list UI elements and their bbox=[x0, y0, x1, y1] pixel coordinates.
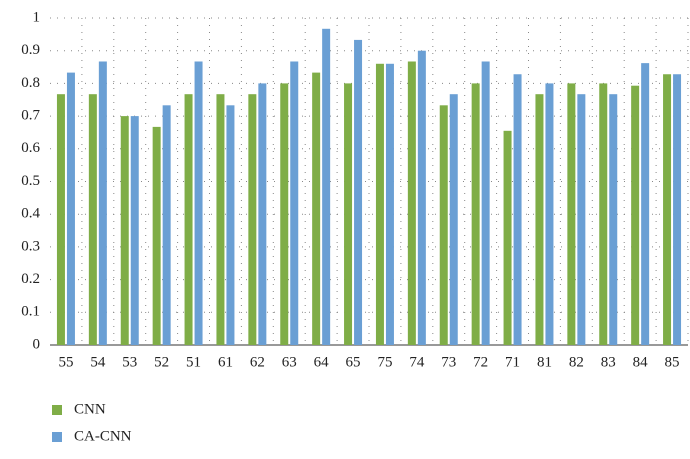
y-tick-label: 0.8 bbox=[21, 75, 40, 91]
bar bbox=[194, 61, 203, 346]
bar bbox=[417, 50, 426, 345]
x-tick-label: 85 bbox=[665, 354, 680, 370]
bar bbox=[280, 83, 289, 346]
y-tick-label: 0.4 bbox=[21, 206, 40, 222]
x-tick-label: 65 bbox=[346, 354, 361, 370]
bar bbox=[385, 63, 394, 345]
bar bbox=[56, 94, 65, 345]
bar bbox=[66, 72, 75, 345]
legend-label: CNN bbox=[74, 401, 106, 417]
bar bbox=[641, 63, 650, 345]
legend-swatch bbox=[52, 405, 62, 415]
bar bbox=[567, 83, 576, 346]
bar bbox=[248, 94, 257, 345]
x-tick-label: 72 bbox=[473, 354, 488, 370]
legend-swatch bbox=[52, 432, 62, 442]
y-tick-label: 0 bbox=[33, 336, 41, 352]
bar bbox=[344, 83, 353, 346]
bar bbox=[631, 85, 640, 346]
y-tick-label: 0.5 bbox=[21, 173, 40, 189]
x-tick-label: 84 bbox=[633, 354, 649, 370]
x-tick-label: 54 bbox=[90, 354, 106, 370]
bar bbox=[673, 74, 682, 345]
bar bbox=[449, 94, 458, 345]
x-tick-label: 51 bbox=[186, 354, 201, 370]
legend-label: CA-CNN bbox=[74, 428, 132, 444]
bar bbox=[545, 83, 554, 346]
bar bbox=[577, 94, 586, 345]
x-tick-label: 52 bbox=[154, 354, 169, 370]
bar bbox=[162, 105, 171, 346]
bar bbox=[599, 83, 608, 346]
bar bbox=[439, 105, 448, 346]
x-tick-label: 82 bbox=[569, 354, 584, 370]
bar bbox=[130, 116, 139, 345]
bar bbox=[226, 105, 235, 346]
bar bbox=[663, 74, 672, 345]
bar bbox=[88, 94, 97, 345]
y-tick-label: 0.9 bbox=[21, 42, 40, 58]
bar bbox=[609, 94, 618, 345]
bar bbox=[535, 94, 544, 345]
x-tick-label: 62 bbox=[250, 354, 265, 370]
x-tick-label: 73 bbox=[441, 354, 456, 370]
y-tick-label: 0.6 bbox=[21, 140, 40, 156]
bar bbox=[120, 116, 129, 345]
bar bbox=[375, 63, 384, 345]
bar bbox=[513, 74, 522, 345]
bar bbox=[471, 83, 480, 346]
bar bbox=[152, 126, 161, 346]
x-tick-label: 61 bbox=[218, 354, 233, 370]
bar bbox=[354, 39, 363, 346]
y-tick-label: 0.1 bbox=[21, 304, 40, 320]
x-tick-label: 53 bbox=[122, 354, 137, 370]
bar bbox=[184, 94, 193, 345]
bar bbox=[312, 72, 321, 345]
x-tick-label: 64 bbox=[314, 354, 330, 370]
x-tick-label: 75 bbox=[377, 354, 392, 370]
y-tick-label: 0.3 bbox=[21, 238, 40, 254]
x-tick-label: 63 bbox=[282, 354, 297, 370]
bar bbox=[216, 94, 225, 345]
bar bbox=[98, 61, 107, 346]
x-tick-label: 81 bbox=[537, 354, 552, 370]
x-tick-label: 55 bbox=[58, 354, 73, 370]
bar bbox=[503, 130, 512, 345]
bar bbox=[258, 83, 267, 346]
bar bbox=[290, 61, 299, 346]
x-tick-label: 74 bbox=[409, 354, 425, 370]
y-tick-label: 0.7 bbox=[21, 108, 40, 124]
y-tick-label: 0.2 bbox=[21, 271, 40, 287]
bar bbox=[481, 61, 490, 346]
x-tick-label: 71 bbox=[505, 354, 520, 370]
y-tick-label: 1 bbox=[33, 9, 41, 25]
bar bbox=[407, 61, 416, 346]
bar bbox=[322, 28, 331, 345]
x-tick-label: 83 bbox=[601, 354, 616, 370]
